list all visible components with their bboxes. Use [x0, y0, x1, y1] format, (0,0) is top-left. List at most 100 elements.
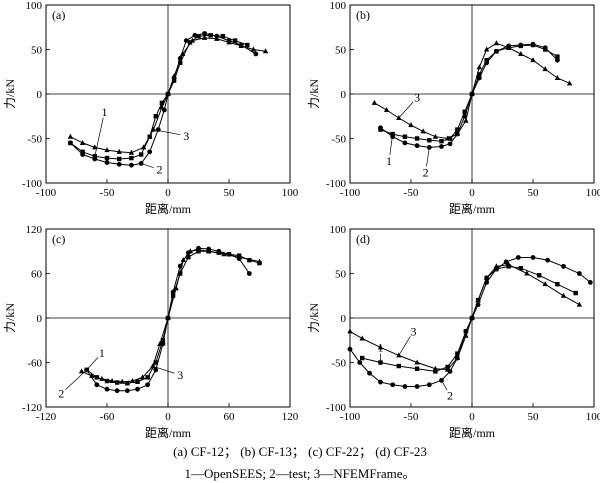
- panel-a: -100 -50 0 50 100 -100 -50 0 50 100 距离/mm 力/kN (a) 1 2…: [3, 0, 299, 216]
- curve-label: 1: [102, 105, 108, 119]
- panel-d: -100 -50 0 50 100 -100 -50 0 50 100 距离/mm 力/kN (d) 1 2…: [307, 224, 600, 440]
- x-tick-label: 60: [224, 411, 236, 423]
- curve-label-leader: [86, 357, 99, 371]
- data-point-square: [129, 155, 134, 161]
- curve-label-leader: [153, 129, 181, 136]
- data-point-triangle: [236, 254, 242, 260]
- data-point-square: [153, 114, 158, 119]
- data-point-triangle: [116, 148, 122, 154]
- data-point-triangle: [195, 246, 202, 252]
- series-line: [349, 264, 580, 371]
- data-point-triangle: [444, 135, 451, 141]
- data-point-triangle: [79, 139, 86, 145]
- data-point-square: [104, 378, 110, 384]
- data-point-triangle: [432, 365, 439, 371]
- data-point-triangle: [408, 122, 414, 128]
- x-tick-label: 0: [469, 187, 475, 199]
- data-point-triangle: [189, 37, 196, 43]
- y-tick-label: -50: [331, 358, 346, 370]
- caption-line-1: (a) CF-12； (b) CF-13； (c) CF-22； (d) CF-…: [173, 444, 427, 459]
- data-point-triangle: [89, 372, 95, 378]
- data-point-circle: [378, 125, 383, 131]
- data-point-circle: [192, 32, 198, 38]
- y-tick-label: -100: [326, 178, 347, 190]
- data-point-triangle: [554, 74, 561, 80]
- data-point-circle: [402, 140, 408, 146]
- data-point-circle: [390, 382, 396, 388]
- x-tick-label: 0: [469, 411, 475, 423]
- panel-c: -120 -60 0 60 120 -120 -60 0 60 120 距离/mm 力/kN (c) 1 2…: [3, 224, 299, 440]
- data-point-triangle: [157, 340, 163, 346]
- data-point-triangle: [432, 133, 439, 139]
- data-point-triangle: [205, 248, 212, 254]
- curve-label-leader: [141, 163, 154, 169]
- x-axis-label: 距离/mm: [449, 425, 496, 440]
- data-point-circle: [503, 259, 509, 265]
- curve-label: 3: [177, 368, 183, 382]
- y-tick-label: 100: [330, 224, 347, 236]
- data-point-square: [536, 273, 542, 278]
- curve-label-leader: [94, 117, 104, 157]
- series-line: [380, 43, 558, 148]
- x-tick-label: -100: [340, 187, 361, 199]
- x-tick-label: -50: [404, 411, 419, 423]
- data-point-triangle: [67, 133, 74, 139]
- data-point-square: [153, 360, 158, 365]
- data-point-circle: [576, 271, 582, 276]
- curve-label-leader: [389, 134, 394, 155]
- data-point-circle: [555, 57, 560, 63]
- data-point-circle: [114, 388, 120, 394]
- data-point-square: [477, 72, 482, 77]
- data-point-circle: [155, 127, 161, 132]
- data-point-square: [573, 290, 578, 296]
- data-point-circle: [129, 162, 134, 168]
- y-tick-label: -100: [22, 178, 43, 190]
- data-point-circle: [515, 255, 521, 260]
- data-point-triangle: [454, 355, 461, 361]
- curve-label-leader: [152, 365, 175, 374]
- data-point-triangle: [505, 44, 512, 50]
- x-tick-label: 100: [586, 187, 600, 199]
- curve-label: 1: [99, 346, 105, 360]
- series-2: [347, 255, 593, 389]
- y-tick-label: -50: [27, 134, 42, 146]
- data-point-square: [232, 38, 238, 43]
- curve-label-leader: [65, 369, 87, 390]
- data-point-square: [125, 381, 130, 386]
- series-1: [68, 33, 250, 162]
- data-point-triangle: [414, 359, 420, 365]
- data-point-triangle: [560, 292, 567, 298]
- panel-label: (a): [52, 8, 65, 22]
- curve-label-leader: [441, 380, 448, 391]
- data-point-square: [455, 351, 460, 356]
- y-tick-label: -100: [326, 402, 347, 414]
- data-point-square: [178, 60, 183, 66]
- curve-label: 2: [156, 163, 162, 177]
- y-tick-label: 0: [341, 89, 347, 101]
- data-point-triangle: [129, 378, 136, 384]
- curve-label: 1: [378, 340, 384, 354]
- caption-line-2: 1—OpenSEES; 2—test; 3—NFEMFrame。: [184, 466, 416, 481]
- data-point-triangle: [347, 328, 353, 334]
- data-point-triangle: [109, 378, 115, 384]
- data-point-triangle: [256, 258, 263, 264]
- data-point-square: [414, 366, 420, 371]
- data-point-triangle: [493, 40, 500, 46]
- x-tick-label: -120: [36, 411, 57, 423]
- x-tick-label: 0: [165, 411, 171, 423]
- series-line: [70, 34, 248, 160]
- data-point-triangle: [173, 285, 179, 291]
- curve-label: 2: [447, 388, 453, 402]
- data-point-circle: [378, 379, 383, 385]
- data-point-circle: [484, 60, 490, 66]
- x-tick-label: -50: [404, 187, 419, 199]
- x-tick-label: 120: [282, 411, 299, 423]
- data-point-circle: [530, 41, 536, 47]
- data-point-circle: [530, 255, 536, 260]
- series-3: [347, 261, 583, 372]
- data-point-triangle: [165, 315, 171, 320]
- data-point-square: [196, 33, 201, 39]
- curve-label: 1: [386, 154, 392, 168]
- series-3: [371, 40, 573, 141]
- data-point-triangle: [483, 274, 490, 280]
